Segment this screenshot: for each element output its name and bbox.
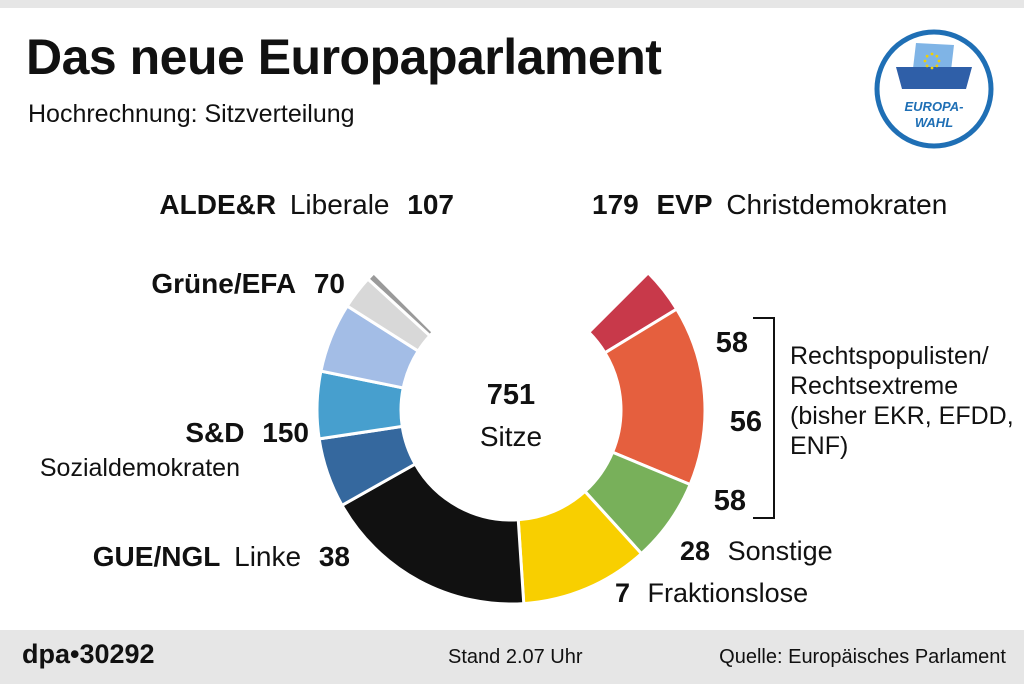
graphic-code: dpa•30292: [22, 639, 155, 669]
label-sonstige: 28 Sonstige: [680, 536, 833, 566]
label-rp3-value: 58: [714, 485, 746, 517]
page-title: Das neue Europaparlament: [26, 29, 662, 85]
label-alde-name: ALDE&R: [159, 189, 276, 220]
label-alde: ALDE&R Liberale 107: [159, 189, 454, 220]
label-fraktionslose-value: 7: [615, 578, 630, 608]
label-evp-value: 179: [592, 189, 639, 220]
europawahl-logo: EUROPA- WAHL: [872, 27, 996, 151]
eu-star: [935, 54, 939, 58]
label-evp-name: EVP: [657, 189, 713, 220]
group-bracket: [753, 317, 775, 519]
logo-graphic: EUROPA- WAHL: [874, 29, 994, 149]
slice-9: [365, 270, 436, 338]
label-rp1-value: 58: [716, 327, 748, 359]
ballot-box-icon: [896, 43, 972, 89]
eu-stars: [923, 52, 941, 70]
eu-star: [937, 59, 941, 63]
total-value: 751: [487, 379, 535, 411]
label-rp2-value: 56: [730, 406, 762, 438]
label-gruene-name: Grüne/EFA: [151, 268, 296, 299]
label-sd-value: 150: [262, 417, 309, 448]
label-gue-value: 38: [319, 541, 350, 572]
eu-star: [925, 54, 929, 58]
label-gruene-value: 70: [314, 268, 345, 299]
eu-star: [930, 66, 934, 70]
bracket-line-2: Rechtsextreme: [790, 372, 958, 400]
label-alde-desc: Liberale: [290, 189, 390, 220]
label-fraktionslose-desc: Fraktionslose: [648, 578, 809, 608]
chart-slices: [315, 270, 707, 606]
bracket-line-1: Rechtspopulisten/: [790, 342, 989, 370]
timestamp: Stand 2.07 Uhr: [448, 646, 583, 668]
logo-line1: EUROPA-: [905, 99, 964, 114]
label-gruene: Grüne/EFA 70: [151, 268, 345, 299]
eu-star: [930, 52, 934, 56]
logo-line2: WAHL: [915, 115, 953, 130]
label-fraktionslose: 7 Fraktionslose: [615, 578, 808, 608]
label-sonstige-desc: Sonstige: [728, 536, 833, 566]
label-sd-name: S&D: [185, 417, 244, 448]
label-sonstige-value: 28: [680, 536, 710, 566]
label-evp-desc: Christdemokraten: [726, 189, 947, 220]
label-gue: GUE/NGL Linke 38: [93, 541, 350, 572]
label-sd-desc: Sozialdemokraten: [40, 454, 240, 482]
source-note: Quelle: Europäisches Parlament: [719, 646, 1006, 668]
label-sd: S&D 150: [185, 417, 309, 448]
seat-chart: 751 Sitze ALDE&R Liberale 107 179 EVP Ch…: [40, 189, 1014, 608]
total-label: Sitze: [480, 421, 542, 452]
eu-star: [925, 64, 929, 68]
label-alde-value: 107: [407, 189, 454, 220]
label-evp: 179 EVP Christdemokraten: [592, 189, 947, 220]
label-gue-name: GUE/NGL: [93, 541, 221, 572]
page-subtitle: Hochrechnung: Sitzverteilung: [28, 100, 355, 128]
bracket-line-4: ENF): [790, 432, 848, 460]
bracket-line-3: (bisher EKR, EFDD,: [790, 402, 1014, 430]
eu-star: [935, 64, 939, 68]
top-strip: [0, 0, 1024, 8]
label-gue-desc: Linke: [234, 541, 301, 572]
ballot-box: [896, 67, 972, 89]
eu-star: [923, 59, 927, 63]
footer-bar: dpa•30292 Stand 2.07 Uhr Quelle: Europäi…: [0, 630, 1024, 684]
